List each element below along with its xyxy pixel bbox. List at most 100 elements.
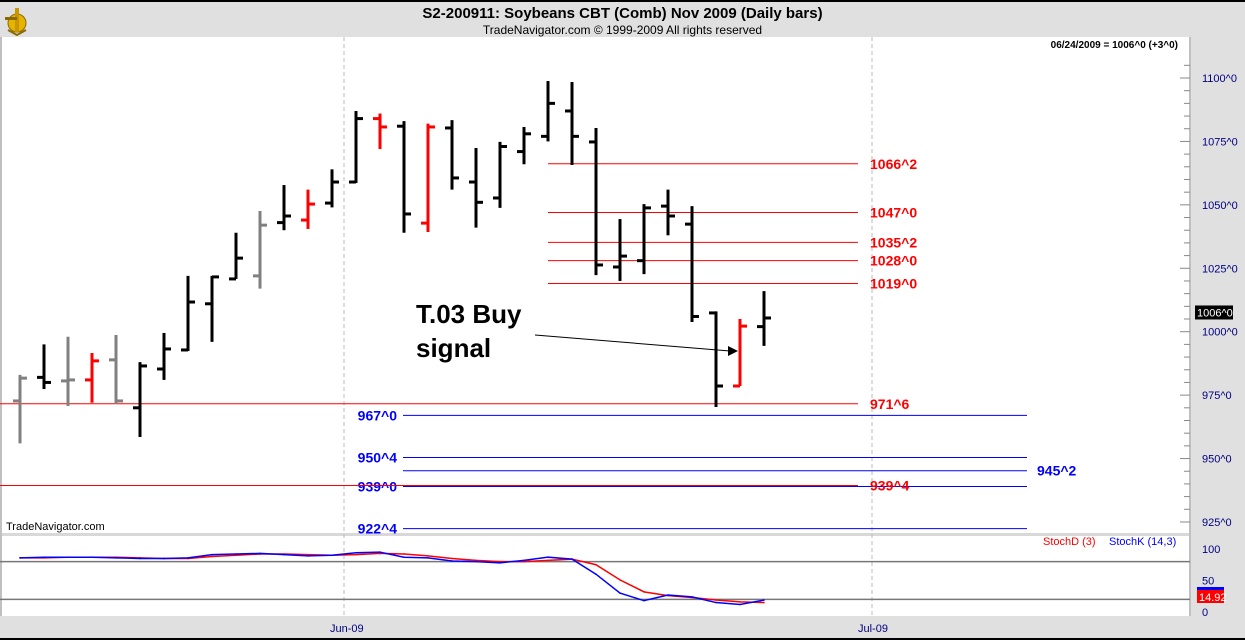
ohlc-bar bbox=[181, 275, 195, 352]
ohlc-bar bbox=[325, 169, 339, 208]
stoch-value-label: 14.92 bbox=[1199, 592, 1227, 604]
stoch-point bbox=[595, 563, 597, 566]
stoch-point bbox=[211, 553, 213, 556]
legend-stochd: StochD (3) bbox=[1043, 536, 1096, 548]
stoch-y-tick-label: 0 bbox=[1202, 607, 1208, 619]
annotation-arrow-line bbox=[534, 334, 731, 352]
ohlc-bar bbox=[349, 110, 363, 184]
y-tick-label: 1050^0 bbox=[1202, 200, 1238, 212]
ohlc-bar bbox=[541, 81, 555, 142]
stoch-point bbox=[43, 556, 45, 558]
stoch-point bbox=[451, 557, 453, 560]
stoch-series-line bbox=[19, 551, 765, 606]
stoch-point bbox=[307, 553, 309, 556]
stoch-point bbox=[523, 560, 525, 563]
level-label: 950^4 bbox=[358, 450, 398, 466]
y-tick-label: 1000^0 bbox=[1202, 327, 1238, 339]
stoch-point bbox=[547, 556, 549, 558]
stoch-point bbox=[259, 552, 261, 555]
stoch-point bbox=[715, 599, 717, 601]
ohlc-bar bbox=[85, 353, 99, 403]
arrow-head-icon bbox=[728, 346, 738, 356]
ohlc-bar bbox=[397, 121, 411, 233]
tradenavigator-logo-icon bbox=[5, 8, 27, 36]
stoch-point bbox=[475, 559, 477, 562]
stoch-point bbox=[187, 557, 189, 559]
stoch-point bbox=[619, 592, 621, 594]
ohlc-bar bbox=[445, 120, 459, 190]
y-tick-label: 950^0 bbox=[1202, 454, 1232, 466]
stoch-point bbox=[715, 601, 717, 604]
level-label: 1028^0 bbox=[870, 253, 917, 269]
chart-header: S2-200911: Soybeans CBT (Comb) Nov 2009 … bbox=[0, 0, 1245, 37]
stoch-point bbox=[91, 556, 93, 558]
ohlc-bar bbox=[109, 334, 123, 405]
stoch-point bbox=[355, 551, 357, 554]
stoch-point bbox=[235, 554, 237, 557]
stoch-point bbox=[499, 562, 501, 564]
ohlc-bar bbox=[373, 113, 387, 150]
x-tick-label: Jun-09 bbox=[330, 623, 364, 635]
stoch-point bbox=[571, 558, 573, 560]
ohlc-bar bbox=[133, 362, 147, 437]
ohlc-bar bbox=[517, 126, 531, 165]
last-price-box bbox=[1195, 305, 1233, 320]
stoch-point bbox=[667, 594, 669, 596]
stoch-point bbox=[403, 556, 405, 558]
level-label: 1035^2 bbox=[870, 234, 917, 250]
stochk-value-marker bbox=[1197, 587, 1224, 590]
y-tick-label: 925^0 bbox=[1202, 517, 1232, 529]
ohlc-bar bbox=[757, 291, 771, 346]
stoch-point bbox=[307, 555, 309, 557]
ohlc-bar bbox=[733, 319, 747, 388]
last-price-label: 1006^0 bbox=[1197, 307, 1233, 319]
stoch-point bbox=[67, 556, 69, 558]
stoch-point bbox=[427, 555, 429, 557]
ohlc-bar bbox=[637, 204, 651, 275]
stoch-point bbox=[739, 601, 741, 603]
ohlc-bar bbox=[229, 232, 243, 281]
ohlc-bar bbox=[589, 127, 603, 276]
stoch-point bbox=[403, 553, 405, 555]
ohlc-bar bbox=[37, 344, 51, 390]
stoch-point bbox=[283, 553, 285, 556]
ohlc-bar bbox=[661, 189, 675, 236]
stoch-y-tick-label: 100 bbox=[1202, 544, 1220, 556]
stoch-y-tick-label: 50 bbox=[1202, 576, 1214, 588]
level-label: 945^2 bbox=[1037, 463, 1077, 479]
price-readout: 06/24/2009 = 1006^0 (+3^0) bbox=[1051, 40, 1178, 51]
stoch-point bbox=[379, 552, 381, 555]
stoch-point bbox=[499, 560, 501, 563]
watermark-text: TradeNavigator.com bbox=[6, 521, 105, 533]
stoch-point bbox=[739, 603, 741, 606]
stoch-point bbox=[427, 557, 429, 559]
stoch-point bbox=[763, 599, 765, 601]
stoch-point bbox=[139, 557, 141, 560]
level-label: 1047^0 bbox=[870, 204, 917, 220]
ohlc-bar bbox=[157, 332, 171, 380]
right-axis-panel bbox=[1190, 37, 1245, 640]
ohlc-bar bbox=[301, 189, 315, 229]
y-tick-label: 975^0 bbox=[1202, 390, 1232, 402]
annotation-buy-signal-line2: signal bbox=[416, 333, 491, 363]
stoch-point bbox=[379, 551, 381, 553]
y-tick-label: 1100^0 bbox=[1202, 73, 1237, 85]
stoch-value-box bbox=[1197, 590, 1224, 603]
stoch-point bbox=[523, 559, 525, 562]
ohlc-bar bbox=[469, 148, 483, 228]
legend-stochk: StochK (14,3) bbox=[1109, 536, 1176, 548]
stoch-point bbox=[235, 553, 237, 555]
ohlc-bar bbox=[685, 206, 699, 323]
stoch-point bbox=[595, 573, 597, 575]
annotation-buy-signal-line1: T.03 Buy bbox=[416, 299, 522, 329]
stoch-point bbox=[763, 601, 765, 604]
ohlc-bar bbox=[205, 275, 219, 342]
stoch-point bbox=[331, 554, 333, 557]
stoch-point bbox=[451, 560, 453, 562]
level-label: 967^0 bbox=[358, 407, 398, 423]
stoch-point bbox=[115, 557, 117, 559]
ohlc-bar bbox=[709, 311, 723, 408]
level-label: 1019^0 bbox=[870, 275, 917, 291]
